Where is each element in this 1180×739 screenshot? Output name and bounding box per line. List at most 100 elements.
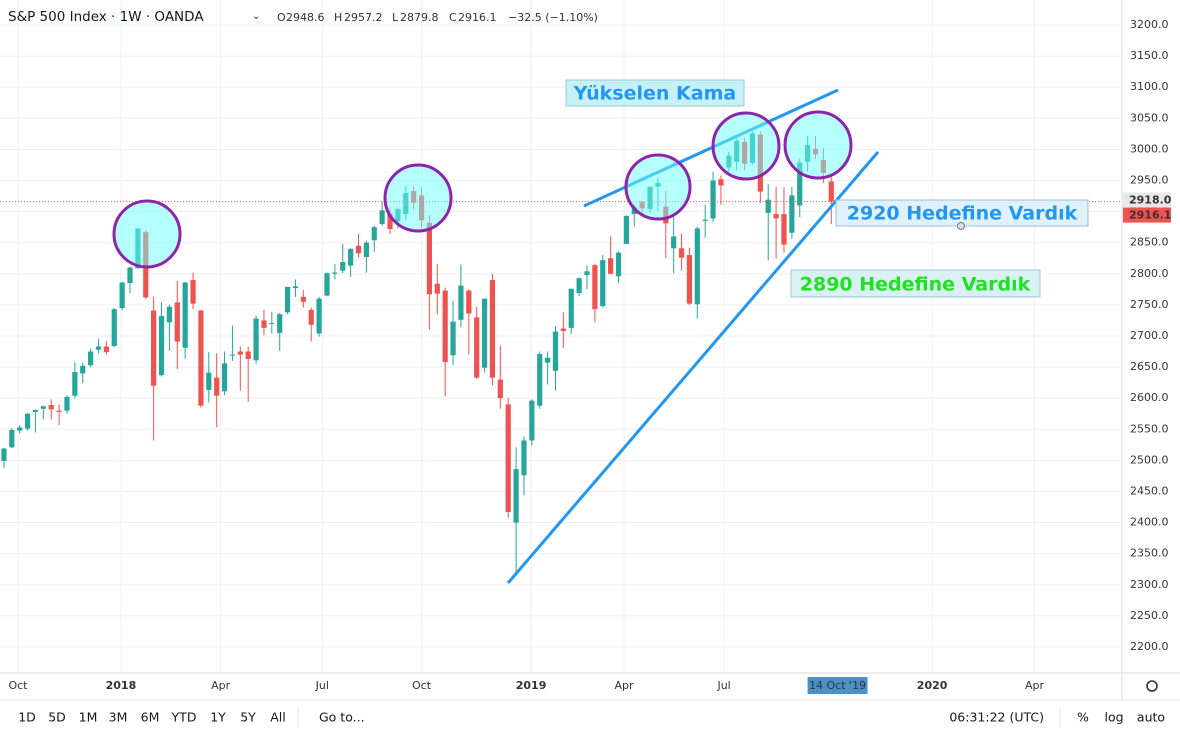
- y-tick-label: 2600.0: [1130, 391, 1169, 404]
- range-button[interactable]: 5D: [48, 710, 66, 725]
- candle-body: [64, 396, 70, 411]
- candle-body: [497, 379, 503, 399]
- y-tick-label: 3150.0: [1130, 49, 1169, 62]
- candle-body: [284, 286, 291, 313]
- percent-button[interactable]: %: [1077, 710, 1089, 725]
- candle-body: [773, 214, 779, 219]
- annotation: 2920 Hedefine Vardık: [847, 203, 1078, 225]
- ohlc-key: C: [449, 11, 457, 24]
- circle: [783, 110, 853, 180]
- candle-body: [206, 372, 212, 391]
- y-tick-label: 3200.0: [1130, 18, 1169, 31]
- candle-body: [340, 261, 346, 271]
- candle-body: [552, 331, 559, 371]
- trend-line: [506, 151, 880, 584]
- symbol[interactable]: S&P 500 Index · 1W · OANDA: [8, 9, 204, 25]
- y-tick-label: 2350.0: [1130, 547, 1169, 560]
- range-button[interactable]: 5Y: [240, 710, 256, 725]
- range-button[interactable]: YTD: [171, 710, 197, 725]
- candle-body: [245, 351, 251, 360]
- y-tick-label: 3000.0: [1130, 142, 1169, 155]
- candles: [0, 131, 1122, 575]
- crosshair-date-box: [807, 677, 868, 694]
- ohlc-value: 2957.2: [344, 11, 383, 24]
- dropdown-caret[interactable]: ⌄: [252, 11, 260, 22]
- auto-button[interactable]: auto: [1137, 710, 1165, 725]
- settings-icon[interactable]: [1146, 680, 1158, 692]
- candle-body: [221, 363, 228, 392]
- x-tick-label: Jul: [315, 679, 329, 692]
- candle-body: [174, 302, 180, 342]
- candle-body: [127, 267, 133, 284]
- candle-body: [332, 272, 338, 274]
- range-button[interactable]: 1D: [18, 710, 36, 725]
- x-tick-label: 2020: [917, 679, 948, 692]
- candle-body: [797, 162, 803, 206]
- log-button[interactable]: log: [1104, 710, 1123, 725]
- candle-body: [40, 406, 46, 409]
- candle-body: [88, 351, 94, 366]
- candle-body: [545, 357, 551, 363]
- range-button[interactable]: 3M: [109, 710, 128, 725]
- x-tick-label: Apr: [615, 679, 635, 692]
- candle-body: [371, 227, 377, 241]
- candle-body: [300, 296, 306, 302]
- candle-body: [95, 346, 102, 350]
- candle-body: [765, 199, 771, 213]
- range-button[interactable]: 1Y: [210, 710, 226, 725]
- range-button[interactable]: All: [270, 710, 286, 725]
- candle-body: [623, 215, 629, 244]
- ohlc-key: O: [277, 11, 286, 24]
- x-tick-label: Apr: [211, 679, 231, 692]
- ohlc-value: 2916.1: [458, 11, 497, 24]
- candle-body: [434, 283, 440, 294]
- candle-body: [48, 405, 54, 410]
- y-tick-label: 2250.0: [1130, 609, 1169, 622]
- bottom-toolbar: Go to... 06:31:22 (UTC) % log auto 1D 5D 1…: [0, 699, 1180, 728]
- range-button[interactable]: 1M: [79, 710, 98, 725]
- candle-body: [521, 440, 527, 476]
- candle-body: [198, 310, 204, 406]
- x-tick-label: 2019: [516, 679, 547, 692]
- candle-body: [80, 365, 86, 374]
- candle-body: [481, 298, 488, 368]
- y-tick-label: 3050.0: [1130, 111, 1169, 124]
- candle-body: [56, 410, 62, 412]
- x-tick-label: Jul: [716, 679, 730, 692]
- candle-body: [450, 321, 456, 356]
- circle: [112, 199, 182, 269]
- grid: [0, 0, 1122, 673]
- candle-body: [119, 282, 125, 309]
- y-tick-label: 2750.0: [1130, 298, 1169, 311]
- label-box: [790, 269, 1041, 298]
- last-price-box: [1123, 207, 1171, 223]
- x-tick-label: Apr: [1025, 679, 1045, 692]
- candle-body: [474, 317, 480, 378]
- candle-body: [316, 298, 322, 334]
- change: −32.5 (−1.10%): [508, 11, 598, 24]
- candle-body: [671, 236, 677, 249]
- circles: [112, 110, 853, 269]
- candle-body: [214, 377, 220, 396]
- ohlc-value: 2948.6: [286, 11, 325, 24]
- candle-body: [560, 328, 566, 332]
- candle-body: [151, 310, 157, 386]
- goto-button[interactable]: Go to...: [319, 710, 365, 725]
- range-button[interactable]: 6M: [141, 710, 160, 725]
- candle-body: [229, 354, 236, 356]
- candle-body: [513, 469, 519, 523]
- circle: [383, 163, 453, 233]
- candle-body: [348, 248, 354, 266]
- y-tick-label: 2200.0: [1130, 640, 1169, 653]
- candle-body: [529, 400, 535, 441]
- candle-body: [1, 448, 7, 462]
- y-tick-label: 2800.0: [1130, 267, 1169, 280]
- y-tick-label: 2650.0: [1130, 360, 1169, 373]
- annotation: Yükselen Kama: [573, 83, 736, 105]
- annotation: 2890 Hedefine Vardık: [800, 274, 1031, 296]
- candle-body: [9, 429, 15, 448]
- candle-body: [466, 290, 472, 314]
- x-tick-label: 2018: [106, 679, 137, 692]
- circle: [711, 111, 781, 181]
